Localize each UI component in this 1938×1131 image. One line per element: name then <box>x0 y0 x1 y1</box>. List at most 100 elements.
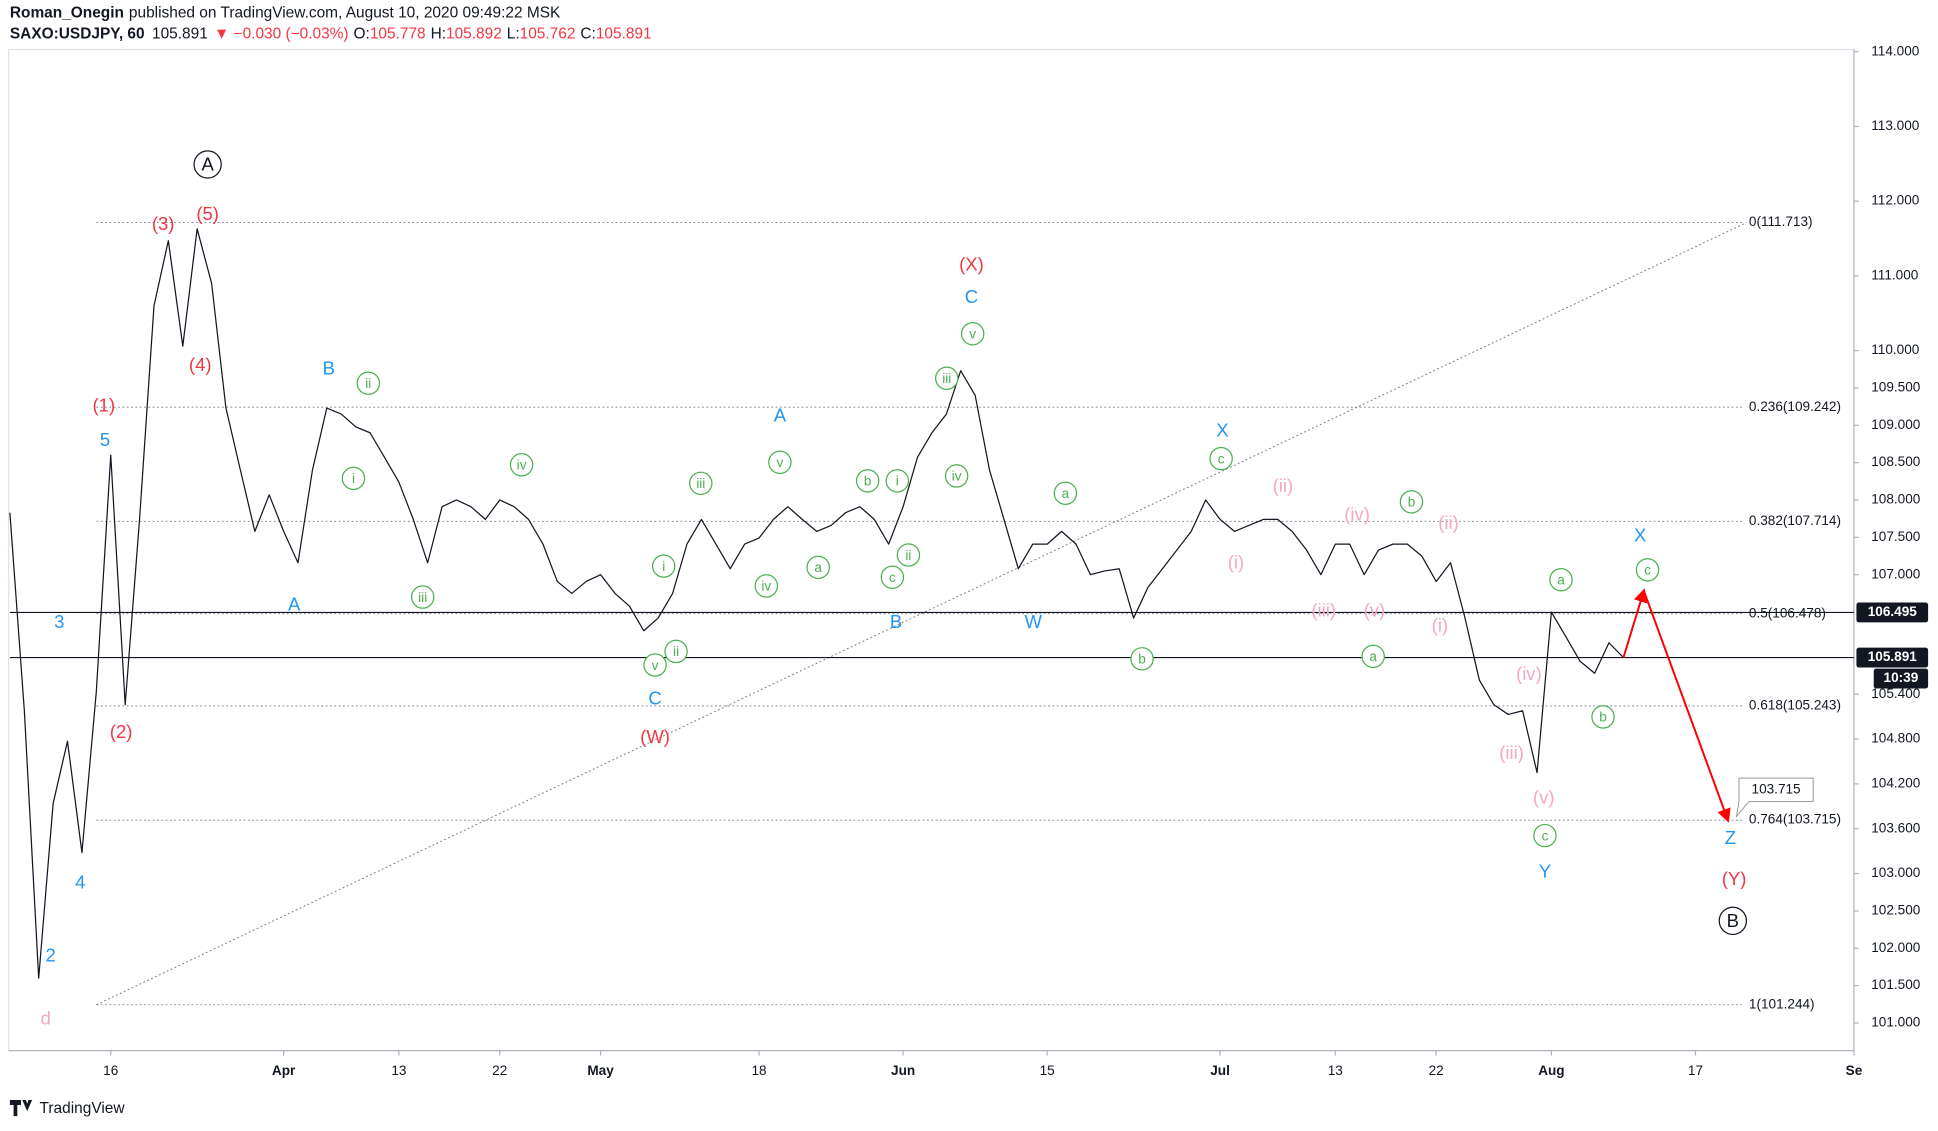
change: ▼ −0.030 (−0.03%) <box>214 26 349 43</box>
x-tick-label: 15 <box>1040 1063 1055 1078</box>
x-tick-label: Jul <box>1210 1063 1230 1078</box>
y-tick-label: 108.000 <box>1871 492 1921 507</box>
y-tick-label: 103.000 <box>1871 865 1921 880</box>
symbol: SAXO:USDJPY, 60 <box>10 26 145 43</box>
footer: TradingView <box>9 1100 126 1117</box>
c-label: C: <box>580 26 595 43</box>
wave-label-circle <box>193 150 222 179</box>
wave-label: (W) <box>640 726 670 747</box>
wave-label: (i) <box>1228 552 1244 573</box>
y-tick-label: 104.800 <box>1871 731 1921 746</box>
x-tick-label: 22 <box>1429 1063 1444 1078</box>
wave-label: B <box>890 611 902 632</box>
projection-arrow-up <box>1622 588 1648 658</box>
wave-label: B <box>1727 910 1739 931</box>
x-tick-label: Jun <box>891 1063 915 1078</box>
wave-label: v <box>776 455 783 470</box>
wave-label: c <box>889 570 896 585</box>
wave-label: (X) <box>959 254 984 275</box>
wave-label: iv <box>761 579 771 594</box>
wave-label-circle <box>1399 490 1424 514</box>
fib-label: 0(111.713) <box>1749 214 1813 229</box>
x-tick-label: Aug <box>1538 1063 1564 1078</box>
wave-label: 2 <box>46 945 56 966</box>
price-badge-label: 105.891 <box>1868 649 1918 664</box>
y-tick-label: 103.600 <box>1871 820 1921 835</box>
fib-label: 0.236(109.242) <box>1749 399 1841 414</box>
wave-label: (iv) <box>1344 503 1370 524</box>
projection-arrow-down <box>1642 590 1731 823</box>
wave-label-circle <box>664 639 688 664</box>
wave-label-circle <box>509 453 534 477</box>
wave-label: i <box>662 559 665 574</box>
wave-label: (4) <box>189 354 212 375</box>
wave-label-circle <box>896 543 921 567</box>
wave-label: (5) <box>196 203 219 224</box>
wave-label: c <box>1218 451 1225 466</box>
y-tick-label: 104.200 <box>1871 775 1921 790</box>
wave-label-circle <box>356 371 381 395</box>
target-label: 103.715 <box>1752 781 1801 796</box>
wave-label-circle <box>1591 705 1615 729</box>
fib-label: 0.618(105.243) <box>1749 698 1841 713</box>
wave-label: ii <box>365 376 371 391</box>
wave-label-circle <box>689 471 713 496</box>
price-badge <box>1856 602 1929 623</box>
x-tick-label: 16 <box>103 1063 118 1078</box>
wave-label-circle <box>855 469 880 493</box>
x-tick-label: 22 <box>492 1063 507 1078</box>
wave-label: 5 <box>100 429 110 450</box>
wave-label: i <box>896 474 899 489</box>
wave-label: ii <box>905 548 911 563</box>
header-line-1: Roman_Onegin published on TradingView.com… <box>10 5 561 22</box>
wave-label: iii <box>418 590 427 605</box>
wave-label-circle <box>1361 644 1385 669</box>
wave-label: iv <box>517 458 527 473</box>
brand-logo <box>9 1100 33 1117</box>
y-tick-label: 101.500 <box>1871 977 1921 992</box>
x-tick-label: 13 <box>391 1063 406 1078</box>
fib-label: 1(101.244) <box>1749 996 1815 1011</box>
wave-label-circle <box>768 450 792 475</box>
wave-label: (ii) <box>1438 512 1459 533</box>
last-price: 105.891 <box>152 26 208 43</box>
wave-label-circle <box>806 555 830 580</box>
y-tick-label: 113.000 <box>1871 118 1920 133</box>
wave-label-circle <box>754 574 779 598</box>
header-line-2: SAXO:USDJPY, 60 105.891 ▼ −0.030 (−0.03%) O… <box>10 26 652 43</box>
y-tick-label: 109.500 <box>1871 380 1921 395</box>
fib-label: 0.382(107.714) <box>1749 513 1841 528</box>
countdown-badge <box>1873 668 1929 689</box>
wave-label: i <box>352 471 355 486</box>
y-tick-label: 110.000 <box>1871 342 1920 357</box>
wave-label: b <box>1138 652 1146 667</box>
target-box <box>1735 777 1814 819</box>
x-tick-label: May <box>587 1063 614 1078</box>
wave-label: A <box>201 154 214 175</box>
wave-label-circle <box>944 464 969 488</box>
wave-label: (i) <box>1432 615 1448 636</box>
y-tick-label: 102.500 <box>1871 903 1921 918</box>
o-value: 105.778 <box>370 26 426 43</box>
wave-label-circle <box>651 554 676 578</box>
countdown-label: 10:39 <box>1884 670 1919 685</box>
h-value: 105.892 <box>446 26 502 43</box>
brand: TradingView <box>40 1100 126 1117</box>
y-tick-label: 107.000 <box>1871 566 1921 581</box>
wave-label: (Y) <box>1722 868 1747 889</box>
y-tick-label: 102.000 <box>1871 940 1921 955</box>
wave-label-circle <box>1053 481 1078 505</box>
y-tick-label: 109.000 <box>1871 417 1921 432</box>
wave-label-circle <box>643 653 667 677</box>
wave-label-circle <box>1718 906 1748 936</box>
wave-label-circle <box>1549 567 1573 592</box>
wave-label: B <box>323 357 335 378</box>
wave-label: ii <box>673 644 679 659</box>
wave-label: Z <box>1725 827 1736 848</box>
c-value: 105.891 <box>596 26 652 43</box>
wave-label: c <box>1542 828 1549 843</box>
wave-label-circle <box>1635 558 1660 582</box>
wave-label-circle <box>935 366 959 390</box>
